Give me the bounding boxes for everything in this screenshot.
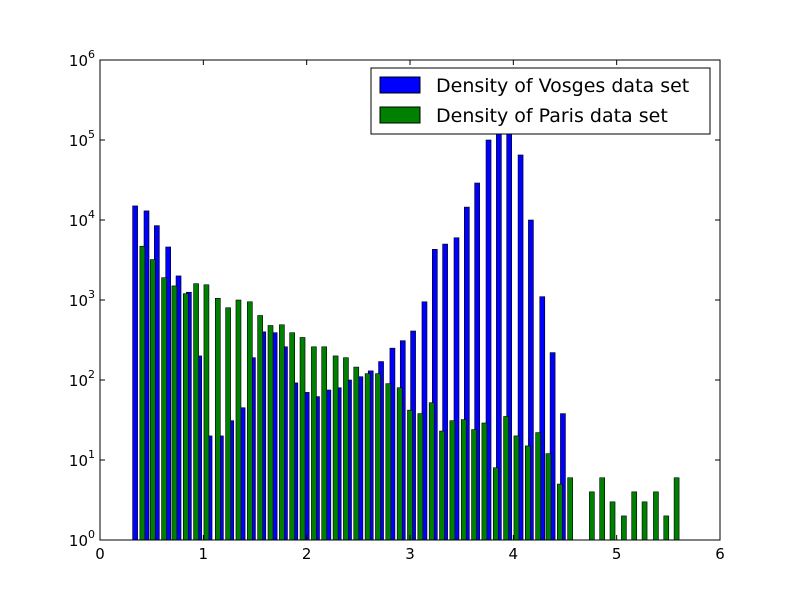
bar-series-1-27	[428, 402, 435, 541]
bar-series-1-1	[149, 259, 156, 541]
bar-series-1-44	[609, 501, 616, 541]
bar-series-1-19	[343, 357, 349, 541]
bar-series-1-46	[631, 491, 638, 541]
bar-series-1-28	[439, 430, 445, 541]
x-tick-label: 1	[199, 545, 209, 563]
y-tick-label: 101	[69, 448, 95, 470]
bar-series-1-5	[193, 283, 199, 541]
y-tick-label: 105	[69, 128, 95, 150]
legend-box	[370, 67, 711, 135]
bar-series-1-30	[460, 419, 467, 541]
bar-series-1-49	[663, 515, 670, 541]
bar-series-1-35	[513, 435, 520, 541]
bar-series-1-2	[161, 277, 167, 541]
x-tick-label: 2	[302, 545, 312, 563]
bar-series-1-32	[481, 422, 488, 541]
bar-series-1-14	[289, 332, 296, 541]
bar-series-1-45	[621, 515, 627, 541]
bar-series-1-39	[557, 483, 563, 541]
bar-series-1-22	[375, 373, 381, 541]
bar-series-1-23	[385, 383, 392, 541]
x-tick-label: 4	[509, 545, 519, 563]
bar-series-1-7	[215, 297, 221, 541]
legend-label-paris: Density of Paris data set	[436, 105, 668, 127]
bar-series-1-40	[567, 477, 573, 541]
bar-series-1-43	[599, 477, 606, 541]
bar-series-1-34	[503, 416, 509, 541]
x-tick-label: 6	[715, 545, 725, 563]
bar-series-1-31	[471, 429, 477, 541]
y-tick-label: 102	[69, 368, 95, 390]
bar-series-1-33	[492, 467, 499, 541]
bar-series-1-26	[417, 413, 424, 541]
legend-swatch-paris	[379, 106, 421, 124]
bar-series-1-15	[299, 337, 306, 541]
bar-series-1-9	[235, 299, 242, 541]
bar-series-1-18	[332, 355, 339, 541]
y-tick-label: 103	[69, 288, 95, 310]
bar-series-1-12	[267, 325, 274, 541]
x-tick-label: 5	[612, 545, 622, 563]
bar-series-1-3	[171, 285, 178, 541]
bar-series-1-25	[407, 409, 413, 541]
bar-series-1-29	[449, 420, 456, 541]
x-tick-label: 0	[95, 545, 105, 563]
bar-series-1-21	[364, 373, 371, 541]
bar-series-1-8	[225, 307, 231, 541]
bar-series-1-0	[139, 245, 146, 541]
y-tick-label: 106	[69, 48, 95, 70]
y-tick-label: 104	[69, 208, 95, 230]
x-tick-labels: 0 1 2 3 4 5 6	[95, 545, 725, 563]
bar-series-1-42	[589, 491, 595, 541]
plot-frame	[99, 59, 721, 541]
bar-series-1-38	[545, 453, 552, 541]
bar-series-1-47	[641, 501, 648, 541]
bar-series-1-24	[396, 387, 403, 541]
bar-series-1-48	[653, 491, 659, 541]
bar-series-1-6	[203, 284, 210, 541]
y-tick-labels: 100 101 102 103 104 105 106	[69, 48, 95, 550]
bar-series-1-4	[182, 293, 189, 541]
bar-series-1-11	[257, 315, 263, 541]
bar-series-1-13	[279, 324, 285, 541]
legend: Density of Vosges data set Density of Pa…	[370, 67, 711, 135]
x-tick-label: 3	[405, 545, 415, 563]
bars-layer	[132, 131, 680, 541]
bar-series-1-36	[524, 445, 531, 541]
bar-series-1-37	[535, 432, 541, 541]
bar-series-1-16	[311, 346, 317, 541]
legend-label-vosges: Density of Vosges data set	[436, 75, 689, 97]
bar-series-1-20	[353, 366, 360, 541]
y-tick-label: 100	[69, 528, 95, 550]
bar-series-1-17	[321, 346, 328, 541]
bar-series-0-0	[132, 205, 138, 541]
bar-series-1-10	[247, 301, 253, 541]
bar-series-1-50	[673, 477, 680, 541]
legend-swatch-vosges	[379, 76, 421, 94]
